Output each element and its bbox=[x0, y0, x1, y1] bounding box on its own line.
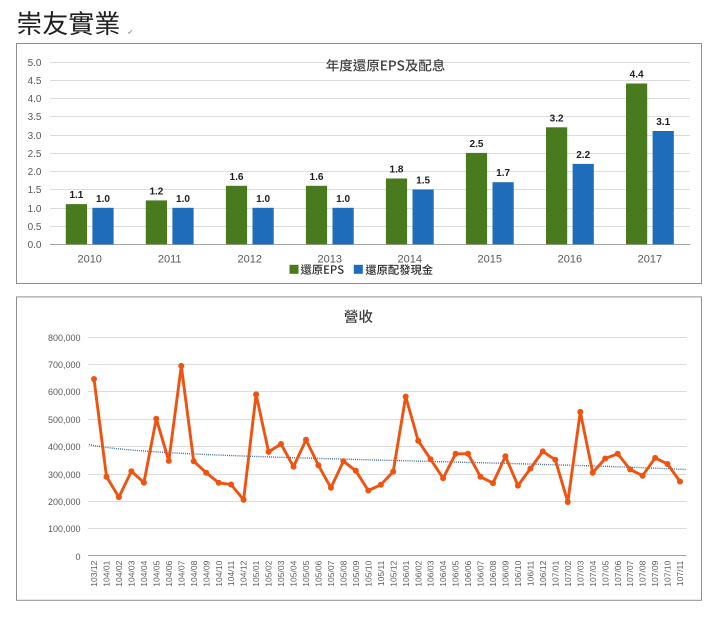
svg-text:106/08: 106/08 bbox=[488, 560, 498, 586]
svg-text:1.0: 1.0 bbox=[256, 194, 270, 205]
svg-text:107/06: 107/06 bbox=[613, 560, 623, 586]
svg-text:105/05: 105/05 bbox=[301, 560, 311, 586]
svg-text:106/07: 106/07 bbox=[476, 560, 486, 586]
svg-text:104/04: 104/04 bbox=[139, 560, 149, 586]
svg-text:2012: 2012 bbox=[238, 253, 262, 265]
svg-text:2.5: 2.5 bbox=[470, 139, 484, 150]
svg-text:800,000: 800,000 bbox=[48, 333, 81, 343]
svg-text:1.7: 1.7 bbox=[496, 168, 510, 179]
svg-text:106/02: 106/02 bbox=[413, 560, 423, 586]
svg-text:2013: 2013 bbox=[318, 253, 342, 265]
svg-text:400,000: 400,000 bbox=[48, 442, 81, 452]
svg-text:200,000: 200,000 bbox=[48, 497, 81, 507]
svg-text:104/08: 104/08 bbox=[189, 560, 199, 586]
svg-text:107/10: 107/10 bbox=[663, 560, 673, 586]
svg-text:107/02: 107/02 bbox=[563, 560, 573, 586]
svg-text:4.5: 4.5 bbox=[28, 76, 42, 87]
svg-text:106/09: 106/09 bbox=[501, 560, 511, 586]
svg-text:2.0: 2.0 bbox=[28, 167, 42, 178]
svg-text:106/11: 106/11 bbox=[526, 560, 536, 586]
svg-text:106/03: 106/03 bbox=[426, 560, 436, 586]
svg-text:104/06: 104/06 bbox=[164, 560, 174, 586]
svg-text:4.4: 4.4 bbox=[630, 70, 644, 81]
svg-text:3.1: 3.1 bbox=[656, 117, 670, 128]
svg-text:1.5: 1.5 bbox=[28, 185, 42, 196]
svg-text:100,000: 100,000 bbox=[48, 524, 81, 534]
svg-text:107/07: 107/07 bbox=[625, 560, 635, 586]
svg-text:105/03: 105/03 bbox=[276, 560, 286, 586]
svg-text:105/06: 105/06 bbox=[314, 560, 324, 586]
svg-text:1.8: 1.8 bbox=[390, 165, 404, 176]
svg-text:3.2: 3.2 bbox=[550, 113, 564, 124]
svg-text:2.2: 2.2 bbox=[576, 150, 590, 161]
svg-text:104/02: 104/02 bbox=[114, 560, 124, 586]
svg-text:1.1: 1.1 bbox=[69, 190, 83, 201]
svg-text:1.0: 1.0 bbox=[176, 194, 190, 205]
svg-text:2014: 2014 bbox=[398, 253, 422, 265]
svg-text:104/12: 104/12 bbox=[239, 560, 249, 586]
svg-text:104/09: 104/09 bbox=[201, 560, 211, 586]
svg-text:107/04: 107/04 bbox=[588, 560, 598, 586]
svg-text:105/01: 105/01 bbox=[251, 560, 261, 586]
svg-text:105/09: 105/09 bbox=[351, 560, 361, 586]
svg-text:4.0: 4.0 bbox=[28, 94, 42, 105]
svg-text:105/02: 105/02 bbox=[264, 560, 274, 586]
svg-text:103/12: 103/12 bbox=[89, 560, 99, 586]
svg-text:104/01: 104/01 bbox=[102, 560, 112, 586]
svg-text:2017: 2017 bbox=[638, 253, 662, 265]
svg-text:1.0: 1.0 bbox=[96, 194, 110, 205]
svg-text:105/07: 105/07 bbox=[326, 560, 336, 586]
svg-text:104/11: 104/11 bbox=[226, 560, 236, 586]
svg-text:106/05: 106/05 bbox=[451, 560, 461, 586]
svg-text:600,000: 600,000 bbox=[48, 387, 81, 397]
svg-text:106/04: 106/04 bbox=[438, 560, 448, 586]
svg-text:107/03: 107/03 bbox=[575, 560, 585, 586]
svg-text:1.2: 1.2 bbox=[149, 186, 163, 197]
svg-text:2010: 2010 bbox=[77, 253, 101, 265]
svg-text:3.0: 3.0 bbox=[28, 131, 42, 142]
svg-text:104/03: 104/03 bbox=[127, 560, 137, 586]
svg-text:2.5: 2.5 bbox=[28, 149, 42, 160]
svg-text:105/11: 105/11 bbox=[376, 560, 386, 586]
svg-text:3.5: 3.5 bbox=[28, 112, 42, 123]
svg-text:104/10: 104/10 bbox=[214, 560, 224, 586]
svg-text:300,000: 300,000 bbox=[48, 470, 81, 480]
svg-text:105/10: 105/10 bbox=[363, 560, 373, 586]
svg-text:106/10: 106/10 bbox=[513, 560, 523, 586]
svg-text:105/12: 105/12 bbox=[388, 560, 398, 586]
svg-text:106/06: 106/06 bbox=[463, 560, 473, 586]
svg-text:700,000: 700,000 bbox=[48, 360, 81, 370]
svg-text:107/01: 107/01 bbox=[550, 560, 560, 586]
svg-text:2016: 2016 bbox=[558, 253, 582, 265]
svg-text:2011: 2011 bbox=[158, 253, 182, 265]
svg-text:106/01: 106/01 bbox=[401, 560, 411, 586]
svg-text:1.6: 1.6 bbox=[230, 172, 244, 183]
svg-text:105/08: 105/08 bbox=[339, 560, 349, 586]
svg-text:1.0: 1.0 bbox=[336, 194, 350, 205]
svg-text:105/04: 105/04 bbox=[289, 560, 299, 586]
svg-text:0.5: 0.5 bbox=[28, 222, 42, 233]
svg-text:107/09: 107/09 bbox=[650, 560, 660, 586]
svg-text:2015: 2015 bbox=[478, 253, 502, 265]
svg-text:0.0: 0.0 bbox=[28, 240, 42, 251]
svg-text:500,000: 500,000 bbox=[48, 415, 81, 425]
svg-text:106/12: 106/12 bbox=[538, 560, 548, 586]
svg-text:1.5: 1.5 bbox=[416, 176, 430, 187]
svg-text:5.0: 5.0 bbox=[28, 58, 42, 69]
svg-text:0: 0 bbox=[75, 552, 80, 562]
svg-text:104/07: 104/07 bbox=[176, 560, 186, 586]
svg-text:107/11: 107/11 bbox=[675, 560, 685, 586]
svg-text:107/05: 107/05 bbox=[600, 560, 610, 586]
svg-text:104/05: 104/05 bbox=[151, 560, 161, 586]
svg-text:107/08: 107/08 bbox=[638, 560, 648, 586]
svg-text:1.6: 1.6 bbox=[310, 172, 324, 183]
svg-text:1.0: 1.0 bbox=[28, 204, 42, 215]
